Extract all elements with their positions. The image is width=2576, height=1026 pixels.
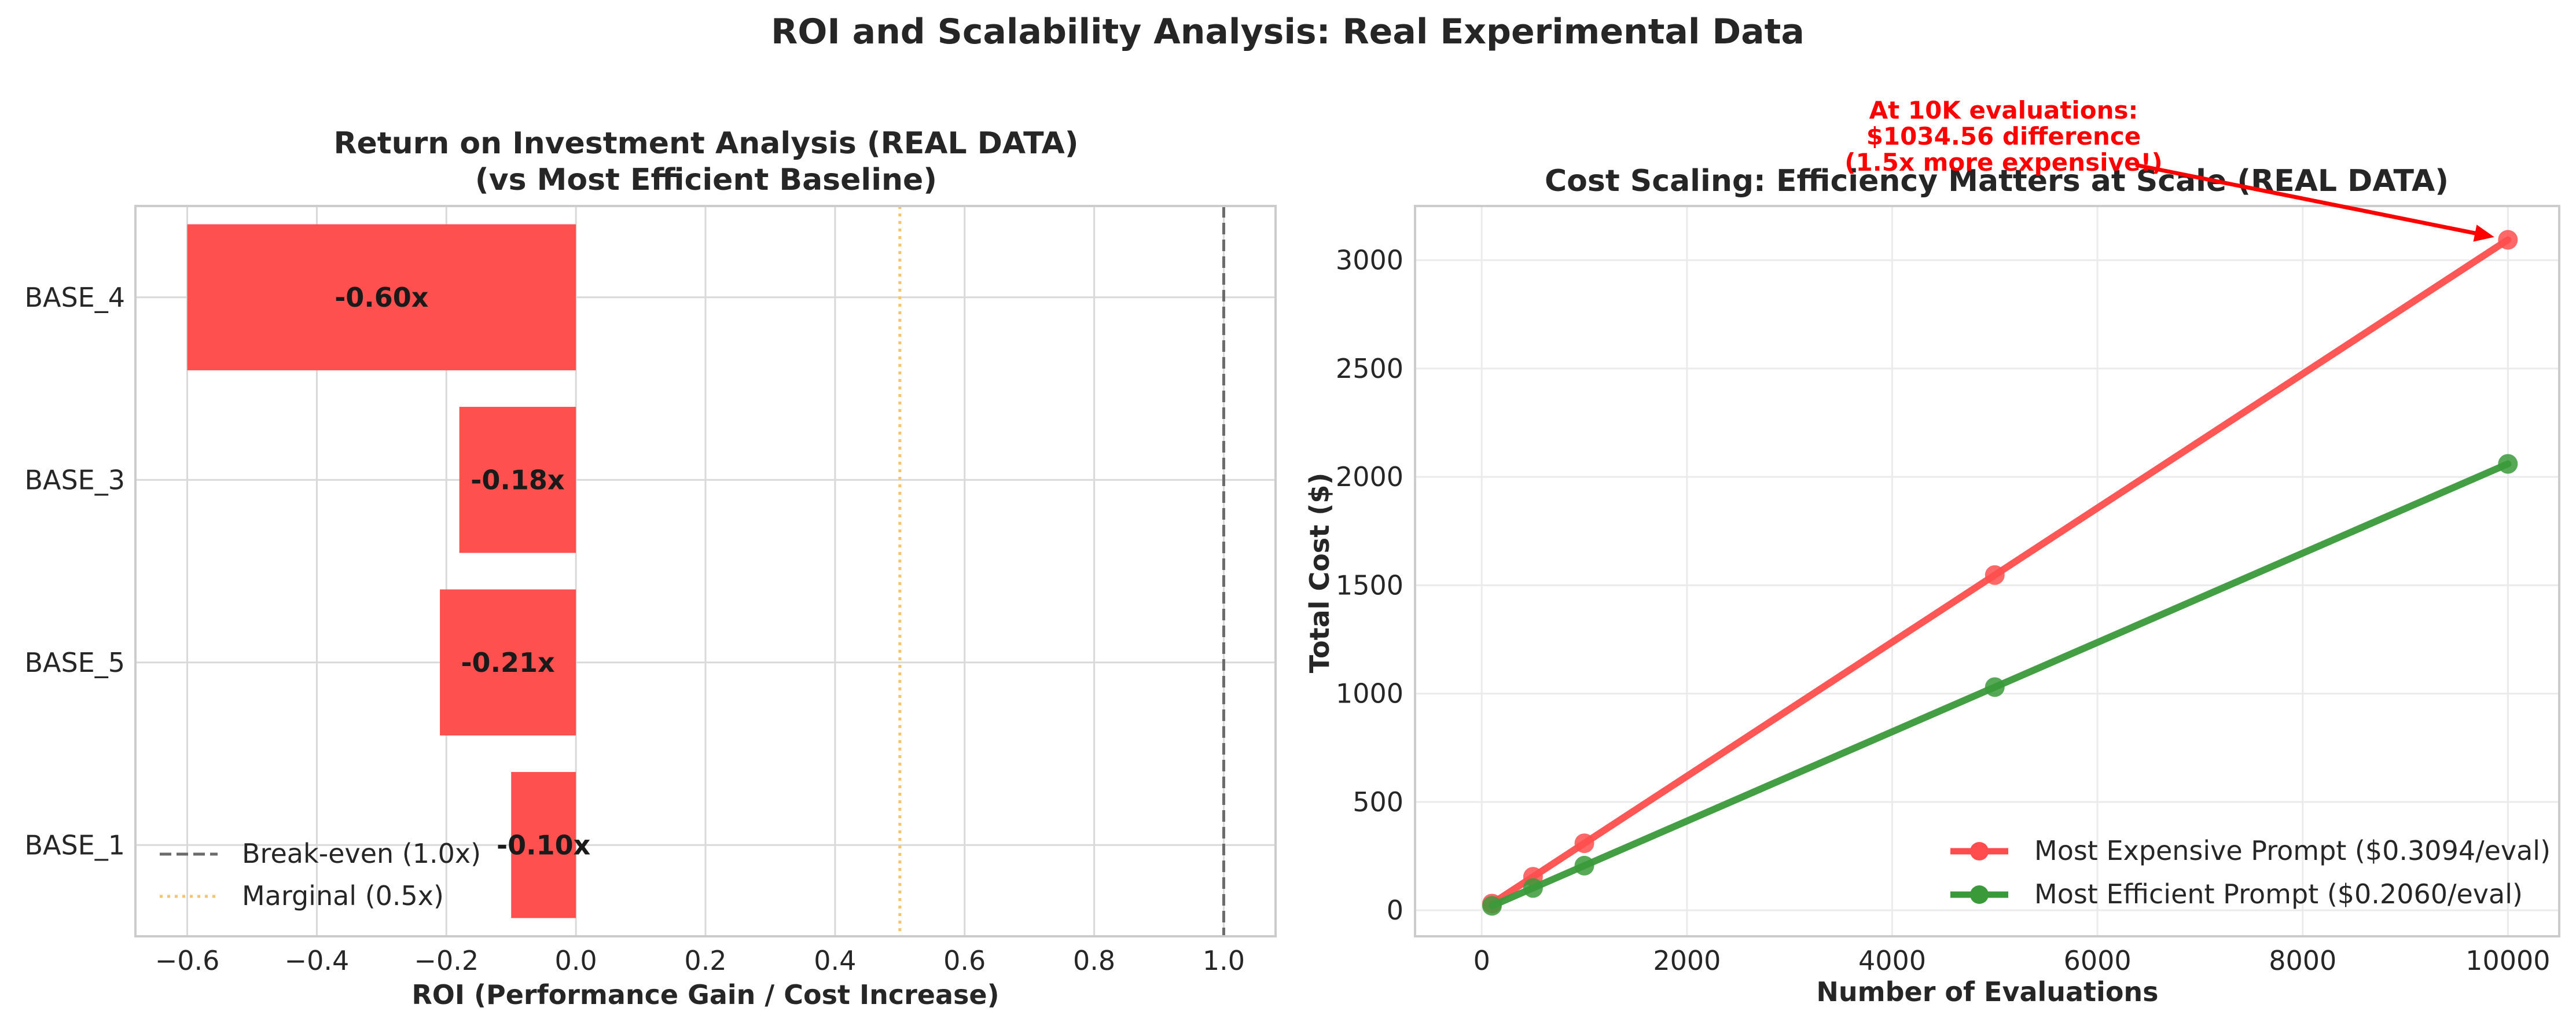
expensive-series-point (1985, 565, 2005, 585)
cost-chart-series (1482, 230, 2518, 916)
efficient-series-point (1574, 855, 1594, 876)
cost-x-tick-label: 6000 (2064, 945, 2132, 976)
cost-x-tick-label: 10000 (2465, 945, 2550, 976)
roi-x-tick-label: 0.8 (1073, 945, 1115, 976)
roi-chart-title-line2: (vs Most Efficient Baseline) (475, 163, 937, 197)
roi-chart-bar-labels: -0.60x -0.18x -0.21x -0.10x (335, 282, 590, 861)
legend-efficient-label: Most Efficient Prompt ($0.2060/eval) (2034, 878, 2523, 910)
roi-chart: Return on Investment Analysis (REAL DATA… (24, 126, 1277, 1010)
legend-marginal-label: Marginal (0.5x) (242, 880, 444, 911)
cost-chart-y-axis-label: Total Cost ($) (1304, 473, 1335, 673)
cost-y-tick-label: 3000 (1336, 245, 1403, 276)
roi-chart-x-tick-labels: −0.6 −0.4 −0.2 0.0 0.2 0.4 0.6 0.8 1.0 (155, 945, 1245, 976)
annotation-line-1: At 10K evaluations: (1869, 96, 2138, 124)
cost-y-tick-label: 2000 (1336, 461, 1403, 492)
annotation-line-2: $1034.56 difference (1866, 122, 2141, 150)
legend-expensive-label: Most Expensive Prompt ($0.3094/eval) (2034, 835, 2551, 866)
roi-x-tick-label: 0.4 (814, 945, 856, 976)
roi-category-label: BASE_5 (24, 647, 125, 678)
roi-bar (459, 407, 576, 553)
roi-x-tick-label: 0.6 (943, 945, 986, 976)
annotation-arrow (2135, 163, 2494, 242)
cost-chart-title: Cost Scaling: Efficiency Matters at Scal… (1545, 164, 2449, 198)
efficient-series-point (1482, 896, 1502, 916)
cost-chart-x-tick-labels: 0 2000 4000 6000 8000 10000 (1473, 945, 2551, 976)
expensive-series-point (2498, 230, 2518, 250)
efficient-series-point (2498, 454, 2518, 474)
legend-expensive-marker (1970, 842, 1989, 860)
annotation-arrow-head (2473, 225, 2494, 242)
cost-y-tick-label: 500 (1353, 786, 1403, 818)
annotation-arrow-shaft (2135, 163, 2486, 238)
roi-chart-reference-lines (898, 206, 1225, 936)
roi-chart-x-axis-label: ROI (Performance Gain / Cost Increase) (411, 979, 999, 1010)
roi-bar (440, 589, 576, 736)
cost-chart-legend: Most Expensive Prompt ($0.3094/eval) Mos… (1950, 835, 2551, 910)
cost-y-tick-label: 0 (1387, 895, 1403, 926)
cost-x-tick-label: 0 (1473, 945, 1490, 976)
legend-breakeven-label: Break-even (1.0x) (242, 838, 481, 869)
figure-suptitle: ROI and Scalability Analysis: Real Exper… (771, 12, 1805, 52)
roi-x-tick-label: −0.4 (285, 945, 350, 976)
roi-chart-category-labels: BASE_4 BASE_3 BASE_5 BASE_1 (24, 282, 125, 861)
cost-scaling-chart: Cost Scaling: Efficiency Matters at Scal… (1304, 96, 2560, 1007)
cost-x-tick-label: 8000 (2269, 945, 2336, 976)
roi-x-tick-label: −0.6 (155, 945, 220, 976)
expensive-series-point (1574, 833, 1594, 854)
roi-x-tick-label: 1.0 (1203, 945, 1245, 976)
cost-x-tick-label: 4000 (1858, 945, 1926, 976)
annotation-line-3: (1.5x more expensive!) (1844, 148, 2162, 176)
roi-x-tick-label: −0.2 (414, 945, 479, 976)
roi-bar-value-label: -0.60x (335, 282, 428, 313)
roi-bar-value-label: -0.18x (471, 464, 564, 495)
roi-bar-value-label: -0.21x (461, 647, 554, 678)
legend-efficient-marker (1970, 885, 1989, 904)
cost-chart-annotation: At 10K evaluations: $1034.56 difference … (1844, 96, 2494, 242)
roi-chart-legend: Break-even (1.0x) Marginal (0.5x) (160, 838, 481, 911)
roi-category-label: BASE_1 (24, 829, 125, 860)
roi-bar-value-label: -0.10x (497, 829, 590, 860)
roi-x-tick-label: 0.0 (555, 945, 597, 976)
cost-y-tick-label: 1000 (1336, 678, 1403, 709)
roi-x-tick-label: 0.2 (684, 945, 726, 976)
cost-y-tick-label: 1500 (1336, 569, 1403, 601)
efficient-series-point (1523, 878, 1543, 898)
roi-chart-frame (134, 205, 1277, 937)
roi-bar (187, 224, 576, 370)
roi-category-label: BASE_4 (24, 282, 125, 313)
roi-chart-bars (187, 224, 576, 918)
cost-chart-x-axis-label: Number of Evaluations (1816, 976, 2158, 1007)
cost-x-tick-label: 2000 (1653, 945, 1721, 976)
roi-category-label: BASE_3 (24, 464, 125, 495)
cost-chart-y-tick-labels: 0 500 1000 1500 2000 2500 3000 (1336, 245, 1403, 926)
roi-chart-title-line1: Return on Investment Analysis (REAL DATA… (333, 126, 1078, 161)
cost-chart-grid (1415, 206, 2559, 936)
roi-bar (511, 772, 576, 918)
cost-chart-frame (1414, 205, 2560, 937)
efficient-series-point (1985, 677, 2005, 697)
cost-y-tick-label: 2500 (1336, 353, 1403, 384)
